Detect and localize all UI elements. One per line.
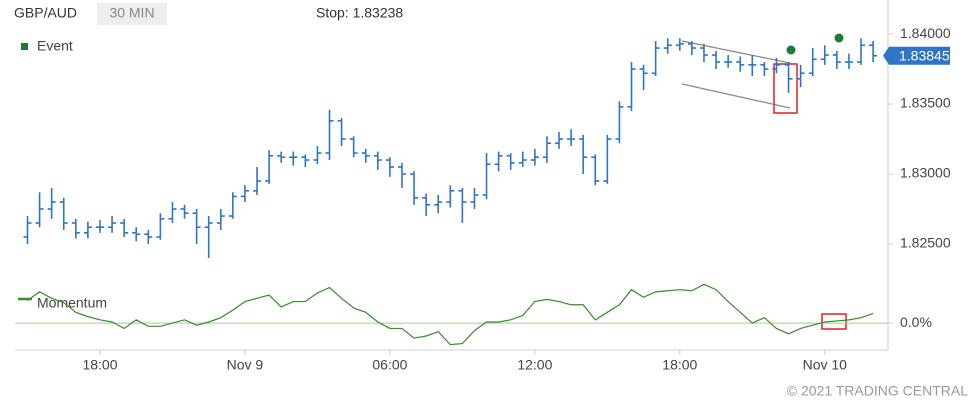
x-tick-label: 18:00 <box>82 357 117 373</box>
timeframe-box <box>97 3 167 25</box>
x-tick-label: 06:00 <box>372 357 407 373</box>
timeframe: 30 MIN <box>109 5 154 21</box>
pattern-box <box>773 63 798 114</box>
x-tick-label: 18:00 <box>662 357 697 373</box>
legend-swatch <box>21 43 28 50</box>
x-tick-label: 12:00 <box>517 357 552 373</box>
x-tick-label: Nov 9 <box>227 357 264 373</box>
last-price-tag <box>883 46 950 65</box>
momentum-line <box>27 283 874 346</box>
y-tick-label: 0.0% <box>900 314 932 330</box>
y-tick-label: 1.82500 <box>900 235 951 251</box>
legend-label: Momentum <box>37 295 107 311</box>
channel-line <box>681 40 791 64</box>
channel-line <box>681 83 791 109</box>
copyright: © 2021 TRADING CENTRAL <box>787 383 968 399</box>
x-tick-label: Nov 10 <box>803 357 848 373</box>
last-price-label: 1.83845 <box>899 47 950 63</box>
symbol-title: GBP/AUD <box>14 5 77 21</box>
legend-label: Event <box>37 38 73 54</box>
event-marker <box>786 45 796 55</box>
y-tick-label: 1.83000 <box>900 165 951 181</box>
pattern-box <box>821 313 847 330</box>
y-tick-label: 1.83500 <box>900 95 951 111</box>
event-marker <box>834 33 844 43</box>
stop-annotation: Stop: 1.83238 <box>316 5 403 21</box>
y-tick-label: 1.84000 <box>900 25 951 41</box>
